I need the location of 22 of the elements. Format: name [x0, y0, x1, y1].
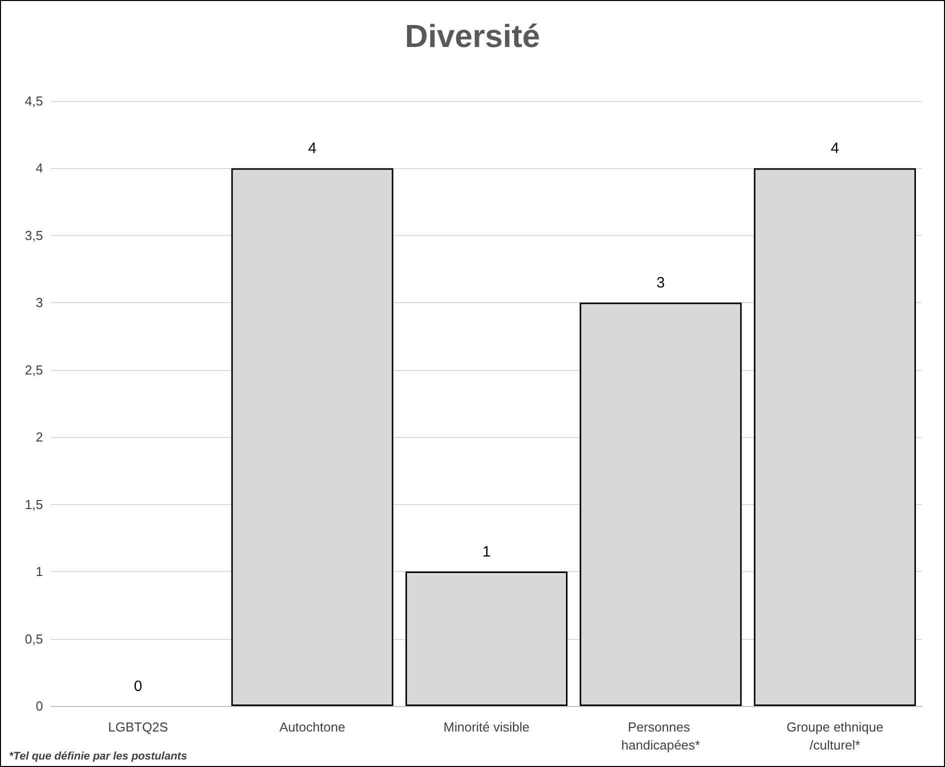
y-tick-label: 2,5 — [24, 362, 43, 378]
x-tick-label: Groupe ethnique/culturel* — [786, 720, 884, 752]
x-tick-label: Autochtone — [279, 720, 346, 734]
y-tick-label: 0 — [36, 698, 43, 714]
data-label: 1 — [482, 544, 491, 561]
text: *Tel que définie par les postulants — [9, 750, 188, 762]
y-tick-label: 0,5 — [24, 631, 43, 646]
data-label: 4 — [308, 140, 316, 158]
y-tick-label: 3 — [36, 295, 43, 310]
data-label: 4 — [830, 140, 840, 158]
data-label: 3 — [656, 274, 665, 292]
y-tick-label: 4 — [36, 160, 43, 176]
y-tick-label: 1,5 — [24, 496, 43, 512]
x-tick-label: LGBTQ2S — [108, 720, 168, 734]
y-tick-label: 2 — [36, 430, 43, 445]
x-tick-label: Minorité visible — [444, 720, 530, 734]
x-tick-label: Personnes handicapées* — [621, 720, 700, 752]
data-label: 0 — [134, 678, 142, 695]
y-tick-label: 3,5 — [24, 228, 43, 243]
y-tick-label: 1 — [36, 564, 43, 580]
y-tick-label: 4,5 — [24, 94, 43, 108]
chart-title: Diversité — [404, 18, 540, 54]
